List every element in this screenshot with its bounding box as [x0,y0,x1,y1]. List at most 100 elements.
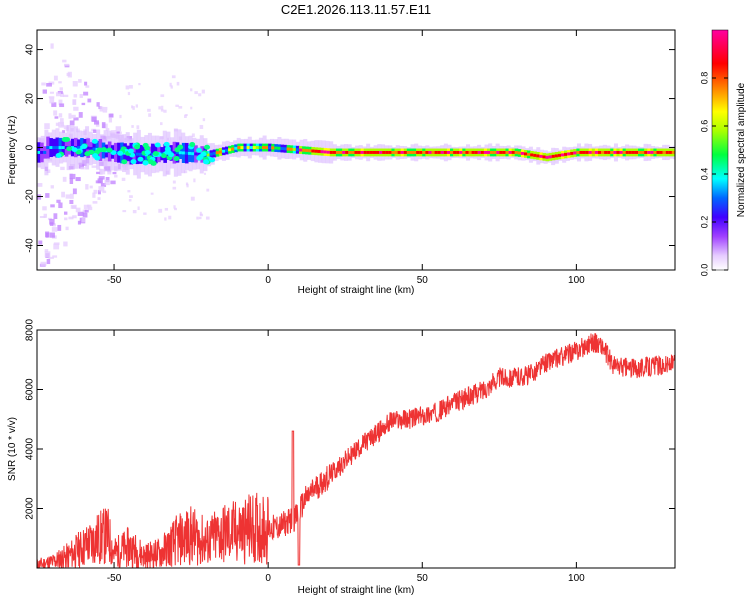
spectrogram-cell [215,151,220,155]
spectrogram-cell [382,150,386,154]
spectrogram-cell [108,117,113,123]
spectrogram-cell [98,176,105,180]
spectrogram-cell [471,150,476,154]
spectrogram-cell [193,178,196,183]
spectrogram-cell [158,208,163,213]
colorbar: 0.0 0.2 0.4 0.6 0.8 Normalized spectral ampl… [699,29,747,276]
spectrogram-cell [49,232,55,238]
spectrogram-cell [443,150,448,154]
spectrogram-cell [204,144,211,150]
spectrogram-cell [135,104,138,108]
spectrogram-cell [181,151,186,155]
spectrogram-cell [385,150,389,154]
spectrogram-cell [409,150,414,154]
spectrogram-cell [116,131,120,134]
spectrogram-cell [102,106,108,111]
x-tick-label: 0 [265,275,271,286]
spectrogram-cell [69,193,74,199]
spectrogram-cell [83,204,90,210]
spectrogram-cell [37,183,43,187]
spectrogram-cell [202,118,206,122]
spectrogram-cell [92,147,97,151]
spectrogram-cell [64,146,69,150]
spectrogram-marks [37,43,675,267]
spectrogram-cell [647,150,651,154]
spectrogram-cell [194,91,198,95]
spectrogram-cell [41,82,46,86]
spectrogram-cell [87,98,92,103]
spectrogram-cell [129,195,133,198]
spectrogram-cell [286,147,291,151]
spectrogram-cell [308,149,312,153]
spectrogram-cell [71,147,78,153]
spectrogram-cell [55,122,60,126]
y-tick-label: -40 [25,238,36,253]
spectrogram-cell [376,150,380,154]
spectrogram-cell [533,153,537,157]
spectrogram-cell [601,150,605,154]
spectrogram-cell [542,155,547,159]
spectrogram-cell [431,150,436,154]
x-tick-label: 0 [265,573,271,584]
spectrogram-y-ticks: -40 -20 0 20 40 [25,44,675,253]
spectrogram-cell [73,94,78,98]
spectrogram-cell [158,106,162,110]
spectrogram-cell [194,152,198,156]
spectrogram-cell [206,153,211,157]
spectrogram-cell [100,182,107,187]
spectrogram-cell [91,165,97,168]
spectrogram-cell [176,81,180,86]
spectrogram-cell [45,232,49,238]
spectrogram-cell [42,206,47,211]
spectrogram-cell [545,155,550,159]
spectrogram-cell [199,124,204,129]
spectrogram-cell [114,174,118,178]
spectrogram-cell [551,154,556,158]
spectrogram-cell [351,150,355,154]
spectrogram-cell [131,105,134,109]
spectrogram-cell [43,213,48,218]
spectrogram-cell [61,146,66,150]
spectrogram-cell [128,199,132,202]
spectrogram-cell [326,150,331,154]
colorbar-ticks: 0.0 0.2 0.4 0.6 0.8 [699,72,728,276]
spectrogram-cell [44,249,49,253]
spectrogram-cell [659,150,664,154]
spectrogram-cell [379,150,383,154]
spectrogram-cell [92,192,96,198]
spectrogram-cell [173,205,176,209]
spectrogram-cell [169,82,172,87]
spectrogram-cell [39,216,46,219]
spectrogram-cell [64,217,68,221]
spectrogram-cell [53,242,60,245]
spectrogram-cell [60,92,65,97]
spectrogram-cell [84,81,88,86]
spectrogram-cell [416,150,420,154]
spectrogram-cell [117,131,122,137]
spectrogram-cell [221,149,226,153]
spectrogram-cell [505,150,510,154]
spectrogram-cell [125,85,130,90]
spectrogram-cell [591,150,596,154]
spectrogram-cell [69,173,76,180]
spectrogram-cell [190,88,193,92]
spectrogram-cell [468,150,473,154]
spectrogram-cell [160,153,167,159]
spectrogram-cell [51,102,57,107]
spectrogram-cell [199,211,202,216]
spectrogram-cell [46,169,51,173]
spectrogram-cell [474,150,479,154]
spectrogram-cell [72,215,77,219]
spectrogram-cell [604,150,608,154]
spectrogram-cell [53,243,60,250]
spectrogram-cell [511,150,516,154]
spectrogram-cell [570,151,574,155]
spectrogram-cell [65,194,71,199]
spectrogram-cell [59,87,63,91]
spectrogram-cell [246,146,251,150]
spectrogram-cell [56,199,61,203]
spectrogram-cell [422,150,426,154]
spectrogram-cell [132,209,137,214]
spectrogram-cell [48,256,54,259]
spectrogram-cell [178,151,183,155]
